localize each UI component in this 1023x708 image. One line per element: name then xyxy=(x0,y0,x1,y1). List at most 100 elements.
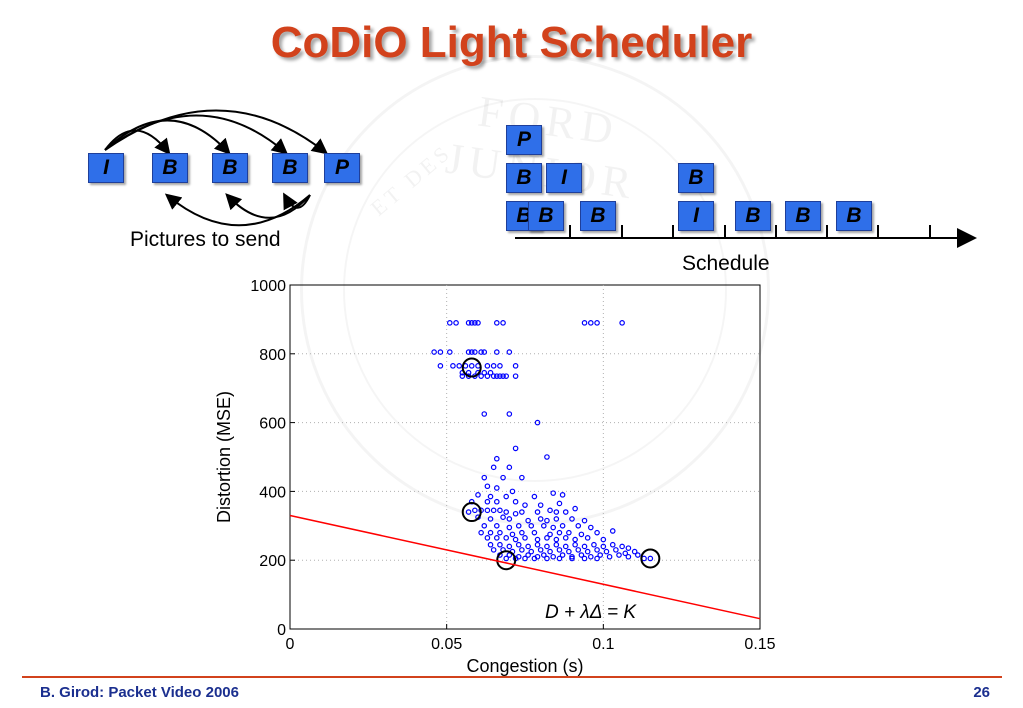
data-point xyxy=(503,535,510,541)
data-point xyxy=(581,517,588,524)
data-point xyxy=(587,320,594,326)
data-point xyxy=(575,547,582,553)
data-point xyxy=(493,485,500,491)
plot-frame xyxy=(289,284,761,630)
y-tick-label: 200 xyxy=(259,553,286,570)
data-point xyxy=(490,464,497,471)
data-point xyxy=(447,320,453,326)
footer-author: B. Girod: Packet Video 2006 xyxy=(40,684,239,701)
data-point xyxy=(478,373,484,379)
data-point xyxy=(450,363,456,369)
data-point xyxy=(553,536,560,543)
x-tick-label: 0.05 xyxy=(431,636,462,653)
schedule-col3-B: B xyxy=(580,201,616,231)
data-point xyxy=(581,320,588,326)
data-point xyxy=(616,552,622,558)
grid-lines xyxy=(290,285,760,629)
data-point xyxy=(544,555,550,562)
data-point xyxy=(556,529,563,536)
picture-B1: B xyxy=(152,153,188,183)
data-point xyxy=(559,492,566,498)
data-point xyxy=(519,547,525,553)
data-point xyxy=(487,493,494,500)
seal-watermark xyxy=(300,55,770,525)
data-point xyxy=(465,369,472,376)
data-point xyxy=(584,548,591,555)
data-point xyxy=(484,535,491,541)
data-point xyxy=(575,523,582,529)
y-tick-label: 400 xyxy=(259,484,286,501)
page-number: 26 xyxy=(973,684,990,701)
data-point xyxy=(481,369,488,376)
schedule-col2-B: B xyxy=(528,201,564,231)
data-point xyxy=(525,543,531,550)
data-point xyxy=(581,543,588,550)
data-point xyxy=(481,523,488,529)
data-point xyxy=(468,363,475,369)
data-point xyxy=(594,529,600,536)
data-point xyxy=(556,500,563,507)
data-point xyxy=(562,535,569,541)
scatter-series xyxy=(431,320,654,562)
data-point xyxy=(534,541,541,548)
data-point xyxy=(506,552,513,558)
data-point xyxy=(503,555,510,562)
highlight-circle xyxy=(640,548,661,569)
data-point xyxy=(481,349,488,355)
data-point xyxy=(594,555,600,562)
data-point xyxy=(497,363,503,369)
data-point xyxy=(522,535,528,541)
data-point xyxy=(431,349,437,355)
data-point xyxy=(619,543,625,550)
data-point xyxy=(484,483,491,490)
data-point xyxy=(534,419,541,426)
data-point xyxy=(515,523,522,529)
data-point xyxy=(562,509,569,515)
data-point xyxy=(559,552,566,558)
data-point xyxy=(519,474,525,481)
data-point xyxy=(447,349,453,355)
data-point xyxy=(600,543,607,550)
data-point xyxy=(566,548,572,555)
data-point xyxy=(487,529,494,536)
y-tick-label: 0 xyxy=(277,622,286,639)
data-point xyxy=(556,547,563,553)
data-point xyxy=(465,349,472,355)
data-point xyxy=(572,541,578,548)
data-point xyxy=(497,373,503,379)
data-point xyxy=(556,555,563,562)
data-point xyxy=(490,363,497,369)
schedule-caption: Schedule xyxy=(682,252,770,275)
dependency-arrows xyxy=(104,109,329,227)
data-point xyxy=(478,349,484,355)
data-point xyxy=(503,373,510,379)
data-point xyxy=(540,552,547,558)
data-point xyxy=(437,363,444,369)
data-point xyxy=(522,555,528,562)
data-point xyxy=(625,545,632,551)
data-point xyxy=(534,536,541,543)
data-point xyxy=(594,547,600,553)
data-point xyxy=(500,320,506,326)
data-point xyxy=(559,523,566,529)
highlight-circle xyxy=(496,550,517,571)
data-point xyxy=(478,529,484,536)
data-point xyxy=(506,543,513,550)
schedule-col9-B: B xyxy=(836,201,872,231)
data-point xyxy=(493,498,500,505)
data-point xyxy=(493,373,500,379)
data-point xyxy=(490,507,497,514)
data-point xyxy=(512,363,519,369)
data-point xyxy=(512,536,519,543)
arc-P-to-B2 xyxy=(225,193,311,219)
highlight-circles xyxy=(461,357,661,571)
data-point xyxy=(497,541,503,548)
schedule-timeline xyxy=(515,225,977,248)
data-point xyxy=(603,548,610,555)
data-point xyxy=(544,517,550,524)
data-point xyxy=(584,535,591,541)
data-point xyxy=(647,555,654,562)
data-point xyxy=(544,535,550,541)
data-point xyxy=(634,552,641,558)
data-point xyxy=(609,528,616,534)
